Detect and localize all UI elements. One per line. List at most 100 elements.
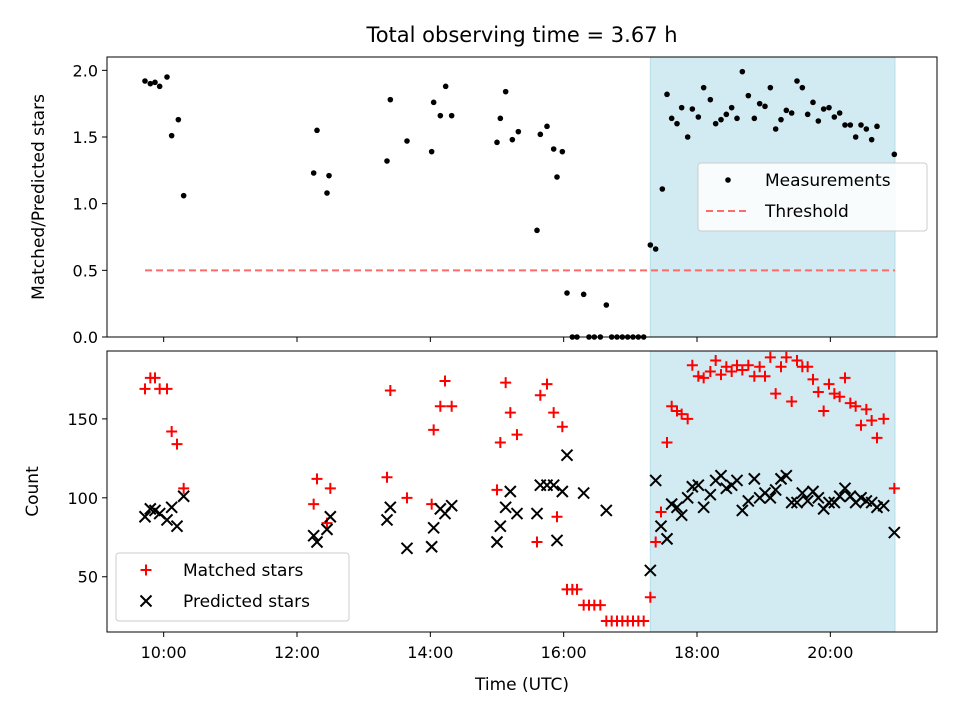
data-point-dot (674, 120, 680, 127)
data-point-x (170, 520, 184, 533)
data-point-dot (874, 123, 880, 130)
data-point-dot (684, 134, 691, 140)
data-point-plus (770, 388, 782, 400)
data-point-dot (836, 110, 843, 116)
data-point-x (649, 474, 662, 487)
data-point-dot (847, 122, 854, 128)
data-point-plus (661, 437, 673, 449)
data-point-plus (731, 359, 743, 371)
data-point-dot (430, 99, 437, 106)
data-point-dot (497, 115, 504, 122)
data-point-x (165, 501, 178, 514)
y-tick-label: 1.0 (73, 195, 98, 214)
data-point-x (644, 564, 657, 577)
legend-x-swatch (139, 594, 153, 608)
data-point-dot (515, 128, 522, 135)
data-point-plus (594, 599, 606, 611)
data-point-dot (756, 100, 763, 107)
y-tick-label: 150 (67, 410, 98, 429)
axes-frame (106, 56, 938, 338)
data-point-x (494, 520, 507, 533)
data-point-plus (491, 484, 503, 496)
data-point-x (670, 501, 684, 514)
y-tick-label: 2.0 (73, 61, 98, 80)
data-point-dot (858, 122, 864, 128)
data-point-dot (751, 115, 758, 122)
data-point-plus (823, 378, 835, 390)
data-point-plus (178, 482, 190, 494)
data-point-plus (888, 482, 900, 494)
data-point-x (801, 494, 814, 508)
data-point-x (877, 499, 890, 512)
data-point-plus (807, 373, 819, 385)
data-point-dot (428, 148, 435, 155)
data-point-plus (556, 421, 568, 433)
legend-plus-swatch (140, 564, 152, 576)
data-point-dot (734, 115, 740, 122)
x-tick-label: 14:00 (407, 643, 453, 662)
data-point-dot (310, 170, 317, 176)
data-point-x (675, 508, 688, 522)
data-point-plus (686, 359, 698, 371)
data-point-dot (537, 131, 544, 138)
data-point-dot (550, 146, 557, 152)
data-point-dot (554, 174, 560, 180)
legend-entry-label: Threshold (764, 202, 849, 222)
data-point-plus (439, 375, 451, 387)
data-point-dot (314, 127, 320, 134)
data-point-dot (778, 116, 784, 123)
data-point-dot (723, 111, 730, 118)
data-point-plus (698, 372, 710, 384)
data-point-dot (534, 227, 540, 234)
data-point-plus (742, 359, 754, 371)
data-point-dot (815, 118, 822, 124)
data-point-dot (700, 84, 707, 91)
data-point-dot (668, 115, 675, 122)
data-point-plus (571, 583, 583, 595)
data-point-plus (166, 426, 178, 438)
data-point-plus (834, 391, 846, 403)
data-point-dot (168, 132, 175, 139)
data-point-plus (401, 492, 413, 504)
data-point-plus (511, 429, 523, 441)
x-tick-label: 18:00 (674, 643, 720, 662)
data-point-plus (871, 432, 883, 444)
data-point-plus (384, 384, 396, 396)
data-point-dot (695, 114, 702, 120)
data-point-x (660, 532, 674, 546)
data-point-plus (726, 366, 738, 378)
data-point-dot (783, 107, 790, 114)
data-point-plus (710, 354, 722, 366)
data-point-dot (664, 91, 670, 98)
legend-box (697, 162, 928, 232)
data-point-plus (638, 615, 650, 627)
data-point-dot (580, 291, 587, 298)
legend-entry-label: Predicted stars (183, 592, 310, 612)
data-point-plus (381, 471, 393, 483)
data-point-plus (548, 407, 560, 419)
data-point-dot (820, 106, 827, 112)
data-point-dot (387, 96, 394, 103)
data-point-x (138, 510, 152, 523)
data-point-x (310, 535, 324, 549)
data-point-plus (802, 361, 814, 373)
data-point-plus (494, 437, 506, 449)
data-point-dot (647, 242, 654, 248)
data-point-x (510, 507, 524, 520)
data-point-dot (868, 136, 875, 143)
data-point-x (692, 478, 705, 492)
data-point-x (530, 507, 544, 520)
data-point-x (838, 482, 852, 495)
data-point-x (560, 448, 574, 462)
data-point-x (550, 534, 564, 547)
data-point-dot (707, 96, 714, 103)
data-point-dot (494, 139, 500, 146)
data-point-dot (826, 104, 832, 111)
data-point-dot (156, 83, 163, 90)
data-point-x (380, 513, 394, 527)
data-point-plus (531, 536, 543, 548)
data-point-dot (762, 103, 768, 110)
data-point-plus (551, 511, 563, 523)
data-point-dot (147, 80, 154, 87)
data-point-dot (788, 110, 795, 116)
